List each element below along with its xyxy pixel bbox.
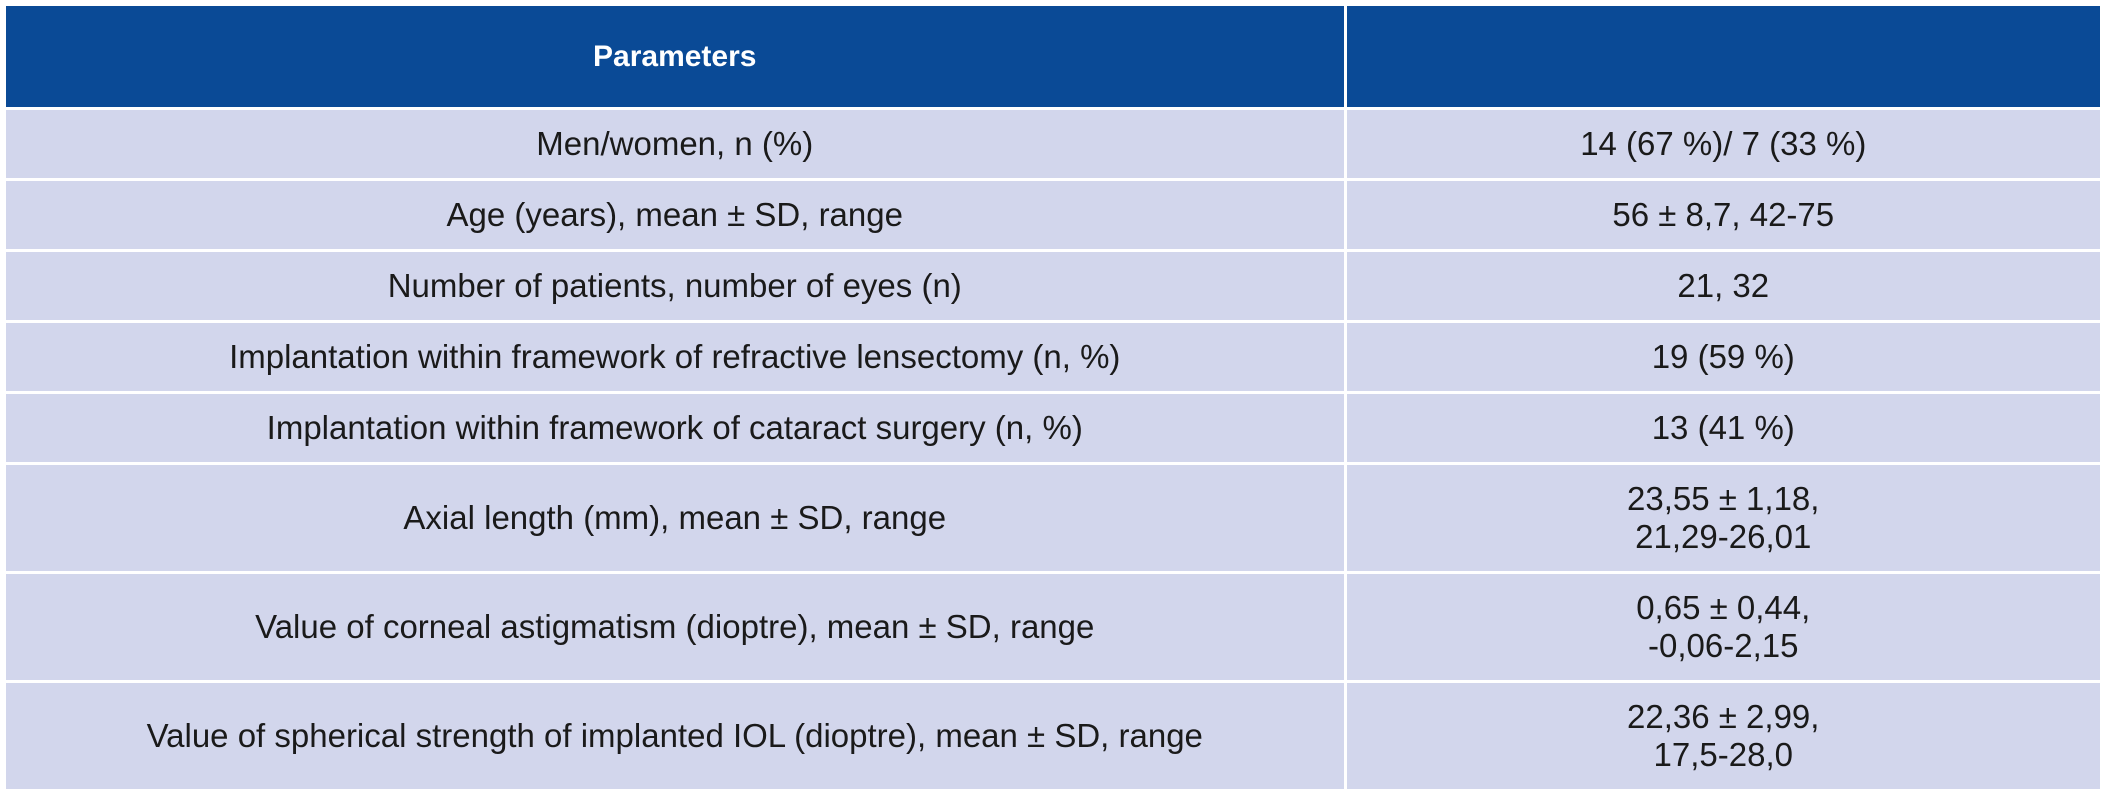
value-cell: 19 (59 %) xyxy=(1345,320,2100,393)
value-line: 14 (67 %)/ 7 (33 %) xyxy=(1580,125,1867,162)
table-row: Implantation within framework of refract… xyxy=(6,320,2100,393)
value-line: 56 ± 8,7, 42-75 xyxy=(1612,196,1835,233)
table-body: Men/women, n (%) 14 (67 %)/ 7 (33 %) Age… xyxy=(6,107,2100,789)
value-line: 21, 32 xyxy=(1677,267,1770,304)
parameters-table-container: Parameters Men/women, n (%) 14 (67 %)/ 7… xyxy=(6,6,2100,789)
table-row: Implantation within framework of catarac… xyxy=(6,391,2100,464)
table-row: Number of patients, number of eyes (n) 2… xyxy=(6,249,2100,322)
value-line: 22,36 ± 2,99, xyxy=(1627,698,1820,735)
table-row: Value of spherical strength of implanted… xyxy=(6,680,2100,789)
value-cell: 22,36 ± 2,99, 17,5-28,0 xyxy=(1345,680,2100,789)
parameter-cell: Value of corneal astigmatism (dioptre), … xyxy=(6,571,1347,682)
value-cell: 21, 32 xyxy=(1345,249,2100,322)
value-cell: 13 (41 %) xyxy=(1345,391,2100,464)
parameter-cell: Men/women, n (%) xyxy=(6,107,1347,180)
value-line: 23,55 ± 1,18, xyxy=(1627,480,1820,517)
header-values xyxy=(1345,6,2100,109)
parameter-cell: Implantation within framework of catarac… xyxy=(6,391,1347,464)
value-line: 0,65 ± 0,44, xyxy=(1636,589,1811,626)
value-cell: 23,55 ± 1,18, 21,29-26,01 xyxy=(1345,462,2100,573)
parameter-cell: Number of patients, number of eyes (n) xyxy=(6,249,1347,322)
value-line: 21,29-26,01 xyxy=(1635,518,1812,555)
header-parameters: Parameters xyxy=(6,6,1347,109)
parameters-table: Parameters Men/women, n (%) 14 (67 %)/ 7… xyxy=(6,6,2100,789)
table-header: Parameters xyxy=(6,6,2100,109)
table-row: Value of corneal astigmatism (dioptre), … xyxy=(6,571,2100,682)
value-line: 13 (41 %) xyxy=(1651,409,1795,446)
value-cell: 0,65 ± 0,44, -0,06-2,15 xyxy=(1345,571,2100,682)
table-row: Age (years), mean ± SD, range 56 ± 8,7, … xyxy=(6,178,2100,251)
value-cell: 56 ± 8,7, 42-75 xyxy=(1345,178,2100,251)
parameter-cell: Age (years), mean ± SD, range xyxy=(6,178,1347,251)
header-row: Parameters xyxy=(6,6,2100,109)
table-row: Axial length (mm), mean ± SD, range 23,5… xyxy=(6,462,2100,573)
value-cell: 14 (67 %)/ 7 (33 %) xyxy=(1345,107,2100,180)
value-line: 19 (59 %) xyxy=(1651,338,1795,375)
value-line: -0,06-2,15 xyxy=(1648,627,1799,664)
parameter-cell: Axial length (mm), mean ± SD, range xyxy=(6,462,1347,573)
parameter-cell: Implantation within framework of refract… xyxy=(6,320,1347,393)
value-line: 17,5-28,0 xyxy=(1653,736,1793,773)
table-row: Men/women, n (%) 14 (67 %)/ 7 (33 %) xyxy=(6,107,2100,180)
parameter-cell: Value of spherical strength of implanted… xyxy=(6,680,1347,789)
